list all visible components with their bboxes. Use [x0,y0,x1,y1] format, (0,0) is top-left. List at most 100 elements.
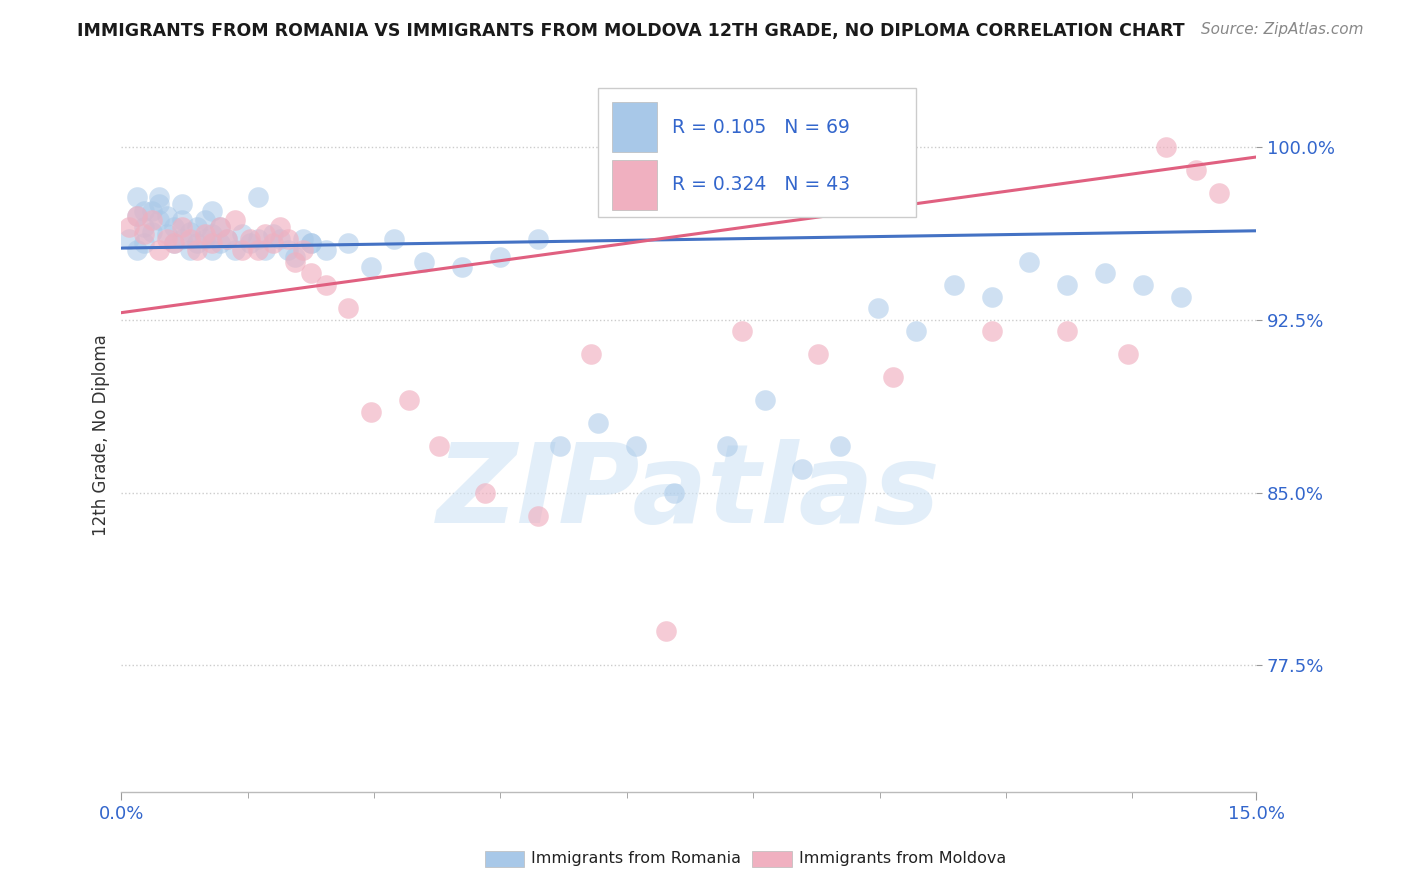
Point [942,277,965,292]
Point [134,227,156,242]
Point [262,227,284,242]
Point [156,227,179,242]
Point [141,204,163,219]
Point [148,197,170,211]
Point [980,289,1002,303]
Text: Immigrants from Romania: Immigrants from Romania [531,852,741,866]
Point [269,232,291,246]
Point [1154,139,1177,153]
Point [662,485,685,500]
Point [170,232,193,246]
Point [231,227,253,242]
Text: ZIPatlas: ZIPatlas [437,439,941,546]
Point [866,301,889,315]
Point [904,324,927,338]
Y-axis label: 12th Grade, No Diploma: 12th Grade, No Diploma [93,334,110,536]
Point [201,204,224,219]
Point [125,244,148,258]
Point [806,347,828,361]
Point [246,190,269,204]
Point [1018,255,1040,269]
Point [125,190,148,204]
Point [179,225,201,239]
FancyBboxPatch shape [612,103,657,153]
Point [1170,289,1192,303]
Point [179,232,201,246]
Point [292,232,315,246]
Text: R = 0.105   N = 69: R = 0.105 N = 69 [672,118,849,137]
Point [239,236,262,251]
Point [754,393,776,408]
Point [125,209,148,223]
Point [148,190,170,204]
Point [141,225,163,239]
Point [194,213,217,227]
Point [284,255,307,269]
Point [731,324,754,338]
Point [586,417,609,431]
Point [201,236,224,251]
Point [224,213,246,227]
Point [360,260,382,274]
Point [148,213,170,227]
Point [156,232,179,246]
Point [277,244,299,258]
Point [1132,277,1154,292]
Text: Source: ZipAtlas.com: Source: ZipAtlas.com [1201,22,1364,37]
Point [526,508,548,523]
Point [254,244,277,258]
Point [277,232,299,246]
Point [882,370,904,384]
Point [427,439,450,453]
Point [156,209,179,223]
Point [231,244,253,258]
Point [246,232,269,246]
Point [217,232,239,246]
Text: R = 0.324   N = 43: R = 0.324 N = 43 [672,175,851,194]
Point [474,485,496,500]
Point [217,232,239,246]
Point [239,232,262,246]
Point [299,236,322,251]
Point [398,393,420,408]
Point [1208,186,1230,200]
Point [208,236,231,251]
Point [208,220,231,235]
Point [548,439,571,453]
Point [134,220,156,235]
Point [118,220,141,235]
Point [170,213,193,227]
Point [262,236,284,251]
Point [170,220,193,235]
Point [163,220,186,235]
Point [716,439,738,453]
Point [201,227,224,242]
Text: Immigrants from Moldova: Immigrants from Moldova [799,852,1005,866]
Point [269,220,291,235]
Point [134,204,156,219]
Point [179,244,201,258]
Point [246,244,269,258]
Point [134,236,156,251]
Point [194,232,217,246]
Point [337,301,360,315]
Point [224,244,246,258]
Point [980,324,1002,338]
Point [488,250,510,264]
Point [830,439,852,453]
Point [201,244,224,258]
Point [1185,162,1208,177]
Point [1116,347,1139,361]
Point [141,213,163,227]
Point [292,244,315,258]
Point [148,244,170,258]
Point [360,405,382,419]
Point [315,277,337,292]
Point [792,462,814,476]
Point [163,236,186,251]
Point [299,236,322,251]
Point [382,232,405,246]
Point [194,227,217,242]
Point [125,209,148,223]
Point [118,232,141,246]
